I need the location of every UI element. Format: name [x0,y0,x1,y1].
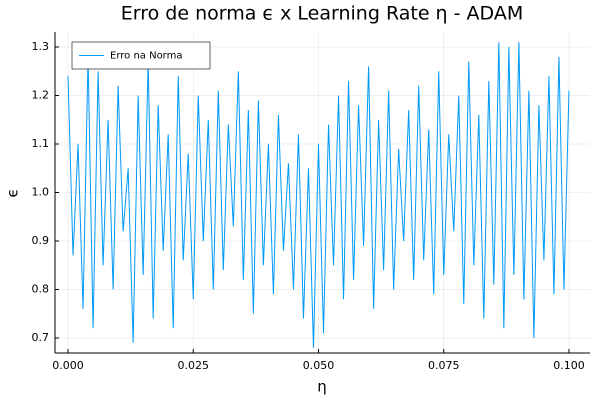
y-tick-label: 0.7 [32,331,50,344]
y-tick-label: 0.8 [32,282,50,295]
y-axis-label: ϵ [4,188,22,197]
chart-title: Erro de norma ϵ x Learning Rate η - ADAM [121,3,523,25]
x-axis-label: η [317,378,327,396]
y-tick-label: 1.0 [32,186,50,199]
y-tick-label: 0.9 [32,234,50,247]
legend-label: Erro na Norma [110,51,183,62]
x-tick-label: 0.000 [52,359,84,372]
line-series [67,42,570,348]
y-tick-label: 1.1 [32,137,50,150]
x-tick-label: 0.075 [428,359,460,372]
x-tick-label: 0.025 [178,359,210,372]
y-tick-label: 1.2 [32,89,50,102]
x-tick-label: 0.100 [553,359,585,372]
x-tick-label: 0.050 [303,359,335,372]
y-tick-label: 1.3 [32,40,50,53]
